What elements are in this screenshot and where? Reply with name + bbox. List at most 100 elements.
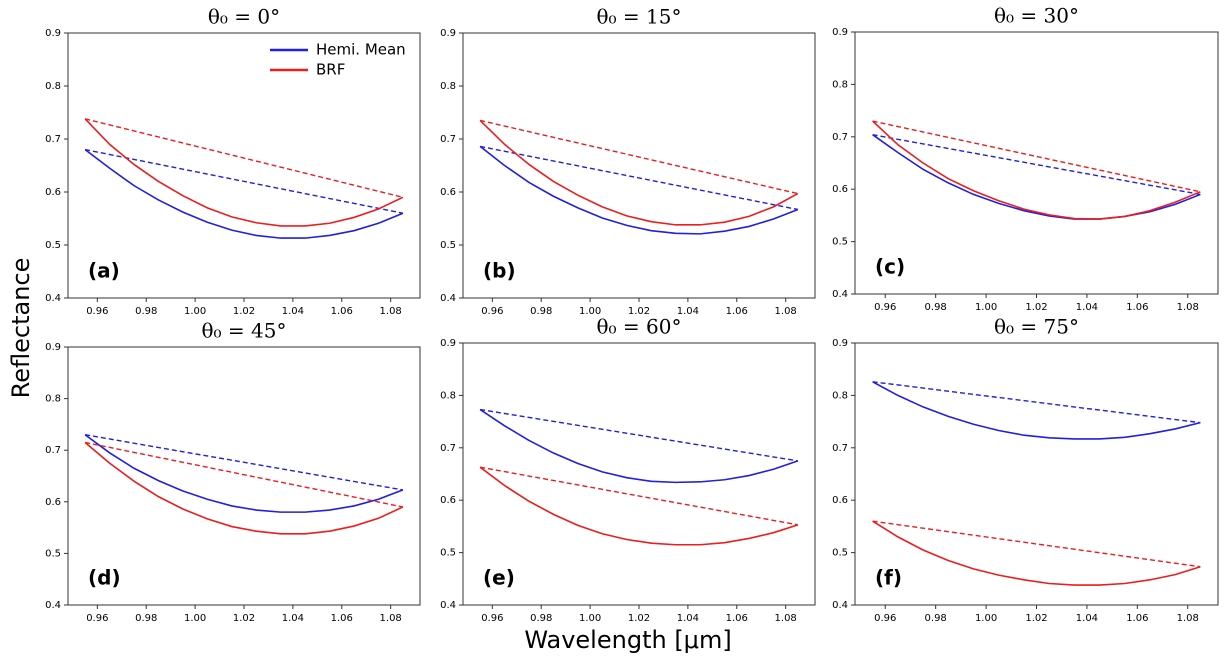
x-tick-label: 1.06 (1126, 302, 1148, 313)
y-tick-label: 0.6 (832, 184, 848, 195)
plot-frame (67, 32, 421, 299)
x-tick-label: 1.02 (233, 306, 255, 317)
x-tick-label: 1.04 (282, 613, 304, 624)
x-tick-label: 1.02 (1025, 302, 1047, 313)
y-tick-label: 0.9 (45, 342, 61, 353)
x-tick-label: 1.04 (677, 613, 699, 624)
x-tick-label: 1.00 (975, 302, 997, 313)
y-tick-label: 0.7 (832, 443, 848, 454)
x-tick-label: 1.04 (677, 306, 699, 317)
plot-frame (854, 31, 1219, 295)
x-tick-label: 1.04 (1076, 613, 1098, 624)
series-chord (84, 434, 404, 491)
panel-title: θ₀ = 60° (597, 315, 682, 339)
y-tick-label: 0.7 (832, 132, 848, 143)
x-tick-label: 1.06 (726, 306, 748, 317)
panel-label: (a) (88, 259, 120, 283)
y-tick-label: 0.5 (45, 548, 61, 559)
series-line (479, 145, 799, 235)
y-tick-label: 0.5 (440, 240, 456, 251)
series-chord (84, 441, 404, 508)
y-tick-label: 0.9 (832, 27, 848, 38)
y-tick-label: 0.7 (45, 134, 61, 145)
x-tick-label: 1.00 (184, 306, 206, 317)
y-tick-label: 0.4 (45, 600, 61, 611)
y-tick-label: 0.7 (440, 134, 456, 145)
x-axis-label: Wavelength [μm] (524, 626, 731, 654)
x-tick-label: 0.96 (86, 306, 108, 317)
panel-title: θ₀ = 15° (597, 5, 682, 29)
x-tick-label: 1.06 (1126, 613, 1148, 624)
series-chord (479, 119, 799, 195)
y-tick-label: 0.9 (832, 338, 848, 349)
series-line (84, 441, 404, 535)
x-tick-label: 1.08 (380, 306, 402, 317)
y-tick-label: 0.4 (832, 289, 848, 300)
y-tick-label: 0.6 (45, 187, 61, 198)
x-tick-label: 1.02 (1025, 613, 1047, 624)
y-tick-label: 0.4 (45, 293, 61, 304)
y-tick-label: 0.6 (440, 187, 456, 198)
y-tick-label: 0.9 (440, 28, 456, 39)
x-tick-label: 1.04 (1076, 302, 1098, 313)
x-tick-label: 0.98 (925, 302, 947, 313)
panel-title: θ₀ = 30° (994, 4, 1079, 28)
panel-label: (c) (875, 255, 905, 279)
panel-label: (e) (483, 566, 515, 590)
x-tick-label: 1.08 (1177, 302, 1199, 313)
x-tick-label: 1.08 (1177, 613, 1199, 624)
x-tick-label: 0.96 (481, 613, 503, 624)
legend-label: BRF (316, 61, 345, 79)
series-chord (84, 148, 404, 214)
x-tick-label: 1.00 (975, 613, 997, 624)
panel-label: (b) (483, 259, 516, 283)
series-line (872, 520, 1201, 586)
x-tick-label: 1.02 (628, 613, 650, 624)
y-tick-label: 0.4 (440, 293, 456, 304)
series-chord (479, 466, 799, 526)
y-tick-label: 0.8 (832, 390, 848, 401)
x-tick-label: 1.08 (775, 613, 797, 624)
y-tick-label: 0.7 (45, 445, 61, 456)
series-line (84, 434, 404, 513)
plot-frame (67, 346, 421, 606)
series-chord (84, 118, 404, 198)
x-tick-label: 1.06 (331, 613, 353, 624)
x-tick-label: 0.96 (874, 613, 896, 624)
y-tick-label: 0.8 (832, 79, 848, 90)
panel-label: (d) (88, 566, 121, 590)
panel-label: (f) (875, 566, 902, 590)
series-line (872, 120, 1201, 220)
y-tick-label: 0.7 (440, 443, 456, 454)
y-axis-label: Reflectance (7, 258, 35, 399)
x-tick-label: 1.08 (775, 306, 797, 317)
series-chord (872, 120, 1201, 193)
y-tick-label: 0.5 (832, 548, 848, 559)
panel-title: θ₀ = 75° (994, 315, 1079, 339)
x-tick-label: 1.00 (184, 613, 206, 624)
x-tick-label: 0.96 (874, 302, 896, 313)
y-tick-label: 0.8 (45, 394, 61, 405)
panel-title: θ₀ = 45° (202, 319, 287, 343)
y-tick-label: 0.5 (440, 548, 456, 559)
plot-frame (854, 342, 1219, 606)
series-line (872, 134, 1201, 220)
x-tick-label: 1.00 (579, 613, 601, 624)
x-tick-label: 0.96 (481, 306, 503, 317)
y-tick-label: 0.5 (832, 237, 848, 248)
series-line (479, 466, 799, 546)
y-tick-label: 0.6 (440, 495, 456, 506)
y-tick-label: 0.6 (45, 497, 61, 508)
x-tick-label: 0.98 (530, 306, 552, 317)
x-tick-label: 0.98 (925, 613, 947, 624)
series-chord (872, 381, 1201, 424)
panel-title: θ₀ = 0° (208, 5, 280, 29)
x-tick-label: 0.96 (86, 613, 108, 624)
plot-frame (462, 32, 816, 299)
legend-label: Hemi. Mean (316, 41, 406, 59)
series-chord (872, 134, 1201, 196)
x-tick-label: 0.98 (135, 613, 157, 624)
series-line (479, 408, 799, 484)
y-tick-label: 0.6 (832, 495, 848, 506)
